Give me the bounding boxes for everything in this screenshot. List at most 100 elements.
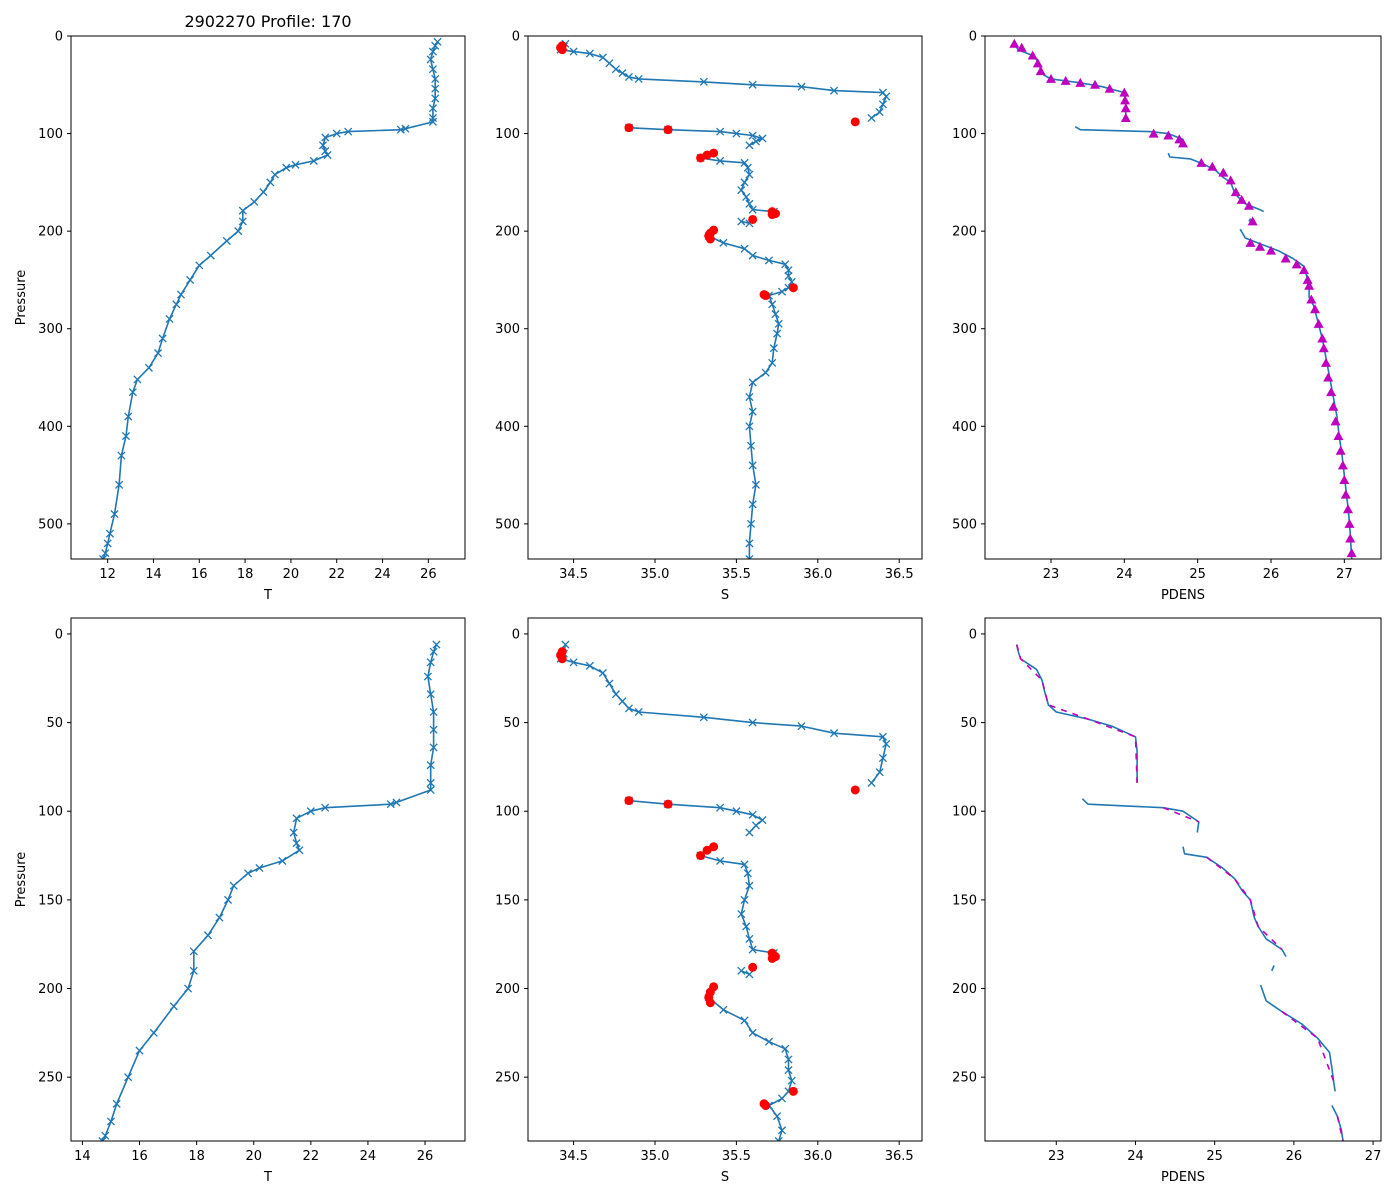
top-pdens-flagged-point [1326,387,1337,397]
top-sal-data-point [737,186,746,195]
top-pdens-flagged-point [1090,79,1100,89]
top-temp-xtick-label: 22 [328,567,345,582]
top-pdens-flagged-point [1120,103,1131,113]
figure-title: 2902270 Profile: 170 [184,12,351,31]
bot-sal-data-point [745,970,754,979]
top-sal-data-point [758,134,767,143]
top-pdens-flagged-point [1016,42,1027,52]
bot-pdens-xtick-label: 24 [1127,1149,1144,1164]
bot-sal-series-line [708,996,793,1141]
bot-sal-data-point [561,640,570,649]
top-temp-ytick-label: 100 [38,127,63,142]
bot-temp-ytick-label: 150 [38,893,63,908]
bot-temp-xtick-label: 18 [188,1149,205,1164]
top-temp-data-point [176,290,186,299]
bot-temp-data-point [292,839,301,848]
top-temp-data-point [158,334,167,343]
top-sal-data-point [748,131,757,140]
bot-temp-ytick-label: 200 [38,982,63,997]
bot-pdens-xtick-label: 27 [1365,1149,1382,1164]
bot-temp-data-point [255,863,264,873]
top-sal-flagged-point [709,225,719,235]
bot-pdens-frame [984,617,1382,1142]
top-sal-data-point [585,49,594,58]
top-temp-data-point [282,163,291,172]
bot-sal-flagged-point [663,799,673,809]
top-temp-data-point [165,314,174,324]
bot-temp-data-point [189,966,198,975]
top-sal-data-point [768,300,777,309]
top-sal-data-point [740,178,749,187]
bot-sal-data-point [748,810,757,819]
bot-temp-data-point [189,947,198,956]
bot-sal-ytick-label: 0 [512,627,520,642]
bot-temp-frame [70,617,466,1142]
top-sal-data-point [768,358,777,367]
top-pdens-flagged-point [1337,460,1348,470]
top-sal-data-point [618,69,627,78]
top-temp-ytick-label: 400 [38,420,63,435]
top-pdens-flagged-point [1032,58,1043,68]
bot-sal-data-point [882,739,891,748]
top-temp-data-point [433,37,442,46]
bot-sal-data-point [784,1066,793,1075]
top-sal-data-point [745,392,754,402]
top-temp-data-point [321,147,330,156]
bot-temp-ytick-label: 100 [38,805,63,820]
top-temp-xtick-label: 18 [237,567,254,582]
bot-sal-plot-area [556,640,891,1141]
bot-sal-data-point [748,945,757,954]
top-sal-data-point [745,170,754,179]
top-temp-data-point [431,41,440,50]
top-temp-data-point [323,150,332,160]
top-temp-xtick-label: 16 [191,567,208,582]
top-sal-series-line [708,235,793,559]
bot-temp-ylabel: Pressure [14,852,29,908]
top-temp-data-point [101,549,110,558]
bot-sal-data-point [774,1136,783,1141]
bot-temp-data-point [98,1136,107,1141]
bot-sal-data-point [777,1094,787,1103]
bot-temp-data-point [124,1073,133,1082]
bot-sal-data-point [618,697,627,706]
top-temp-ytick-label: 200 [38,225,63,240]
top-sal-data-point [745,554,754,559]
bot-sal-data-point [740,860,749,869]
bot-pdens-ytick-label: 0 [969,627,977,642]
top-temp-data-point [291,160,300,169]
top-sal-data-point [748,205,757,214]
top-pdens-flagged-point [1317,333,1328,343]
bot-sal-flagged-point [767,953,777,963]
bot-sal-data-point [751,821,760,830]
top-pdens-flagged-point [1302,274,1313,284]
bot-pdens-flagged-line [1336,1116,1344,1141]
top-sal-data-point [699,77,708,86]
bot-sal-data-point [737,966,746,975]
bot-temp-data-point [392,798,401,807]
bot-sal-xtick-label: 36.0 [803,1149,832,1164]
top-sal-data-point [740,244,749,253]
top-sal-flagged-point [850,117,860,127]
top-sal-data-point [745,539,754,548]
top-pdens-flagged-point [1313,318,1324,328]
bot-pdens-flagged-line [1206,856,1283,951]
top-temp-xtick-label: 26 [420,567,437,582]
bot-temp-data-point [426,778,435,787]
top-temp-data-point [133,375,142,384]
top-pdens-flagged-point [1027,50,1038,60]
bot-temp-ytick-label: 250 [38,1071,63,1086]
top-sal-xtick-label: 35.0 [641,567,670,582]
bot-sal-frame [527,617,923,1142]
top-sal-data-point [737,217,746,226]
bot-temp-data-point [292,814,301,823]
top-sal-series-line [628,126,764,146]
bot-sal-ytick-label: 50 [503,716,520,731]
bot-sal-data-point [699,713,708,722]
bot-temp-data-point [432,640,441,649]
top-pdens-flagged-point [1255,241,1265,251]
top-pdens-flagged-point [1119,87,1130,97]
top-pdens-xtick-label: 25 [1189,567,1206,582]
top-temp-data-point [206,251,215,260]
top-sal-flagged-point [705,234,715,244]
